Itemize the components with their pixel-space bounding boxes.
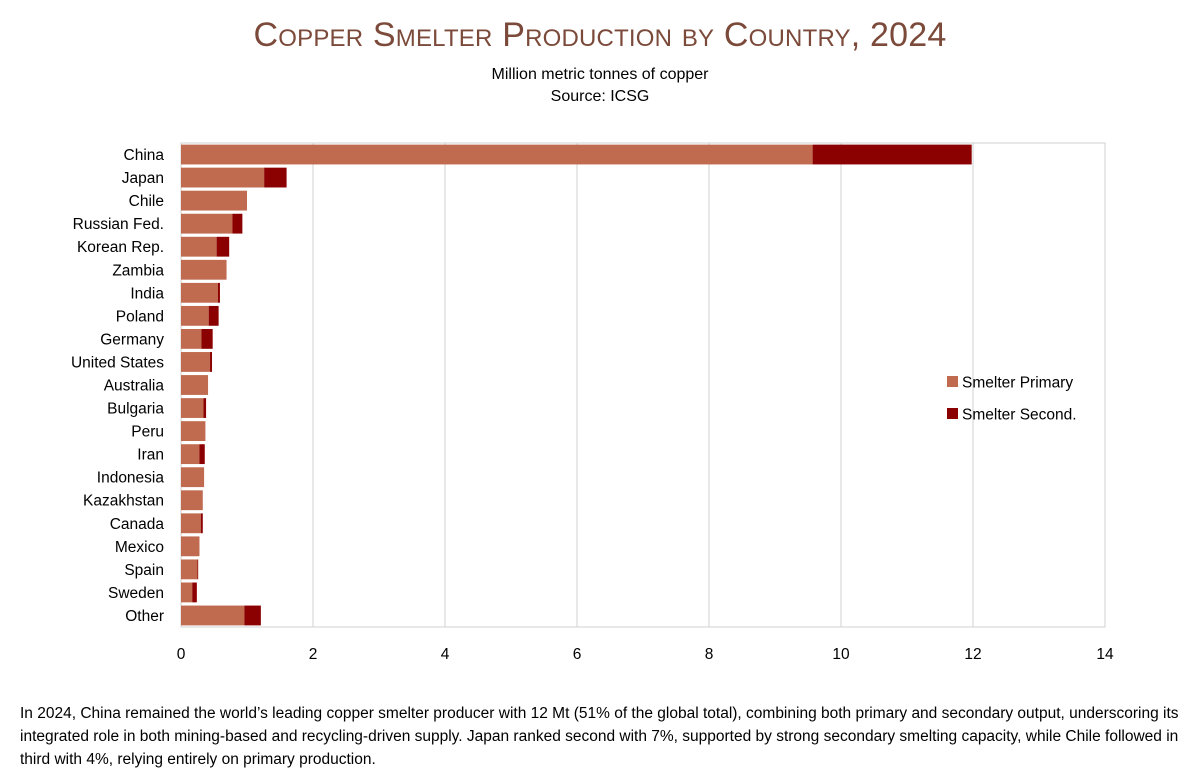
bar-secondary [210,352,213,372]
bar-primary [181,490,203,511]
chart-subtitle: Million metric tonnes of copper [491,66,709,83]
y-category-label: Chile [129,193,164,210]
bar-primary [181,513,201,534]
bar-primary [181,375,209,395]
y-category-label: Germany [100,331,164,348]
bar-primary [181,559,198,580]
chart-title: Copper Smelter Production by Country, 20… [253,16,947,54]
bar-primary [181,167,265,188]
y-category-label: Other [125,608,164,625]
bar-secondary [232,213,243,234]
bar-secondary [201,328,213,349]
chart-subtitle-block: Million metric tonnes of copper Source: … [0,64,1200,108]
legend-swatch [947,408,958,419]
bar-secondary [244,605,261,626]
legend-label: Smelter Primary [962,375,1073,392]
x-tick-label: 8 [705,646,714,663]
bar-secondary [197,559,199,580]
bar-secondary [203,398,207,418]
y-category-label: Korean Rep. [77,239,164,256]
x-tick-label: 4 [441,646,450,663]
x-axis-labels: 0 2 4 6 8 10 12 14 [177,646,1114,663]
bar-primary [181,467,205,488]
bar-chart: China Japan Chile Russian Fed. Korean Rep. Za… [71,142,1114,663]
legend-label: Smelter Second. [962,407,1077,424]
bar-primary [181,536,200,557]
bar-primary [181,236,217,257]
y-axis-labels: China Japan Chile Russian Fed. Korean Rep. Za… [71,147,164,625]
y-category-label: Indonesia [97,470,165,487]
bar-secondary [200,513,203,534]
bar-secondary [264,167,287,188]
bar-secondary [217,282,220,303]
y-category-label: Australia [104,378,165,395]
bars [181,144,972,626]
bar-secondary [208,305,219,326]
y-category-label: Sweden [108,585,164,602]
bar-primary [181,421,206,442]
y-category-label: Spain [124,562,164,579]
y-category-label: Peru [131,424,164,441]
bar-primary [181,582,193,603]
bar-primary [181,282,218,303]
bar-secondary [192,582,197,603]
y-category-label: Mexico [115,539,164,556]
x-tick-label: 2 [309,646,318,663]
chart-source: Source: ICSG [550,88,650,105]
y-category-label: Russian Fed. [73,216,164,233]
y-category-label: Iran [137,447,164,464]
y-category-label: India [130,285,164,302]
legend-swatch [947,376,958,387]
x-tick-label: 12 [964,646,981,663]
y-category-label: Japan [122,170,164,187]
bar-primary [181,398,204,418]
bar-primary [181,605,245,626]
bar-secondary [216,236,230,257]
bar-primary [181,328,202,349]
bar-secondary [199,444,205,465]
chart-caption: In 2024, China remained the world’s lead… [20,705,1179,768]
y-category-label: Bulgaria [107,401,164,418]
bar-primary [181,144,813,165]
y-category-label: Zambia [112,262,164,279]
x-tick-label: 6 [573,646,582,663]
y-category-label: Kazakhstan [83,493,164,510]
x-tick-label: 0 [177,646,186,663]
bar-secondary [812,144,972,165]
bar-primary [181,444,200,465]
x-tick-label: 10 [832,646,850,663]
y-category-label: United States [71,354,164,371]
x-tick-label: 14 [1096,646,1114,663]
bar-primary [181,213,233,234]
bar-primary [181,259,227,280]
y-category-label: Canada [110,516,165,533]
bar-primary [181,190,247,211]
y-category-label: Poland [116,308,164,325]
legend: Smelter Primary Smelter Second. [947,375,1077,424]
y-category-label: China [124,147,165,164]
bar-primary [181,352,211,372]
bar-primary [181,305,209,326]
